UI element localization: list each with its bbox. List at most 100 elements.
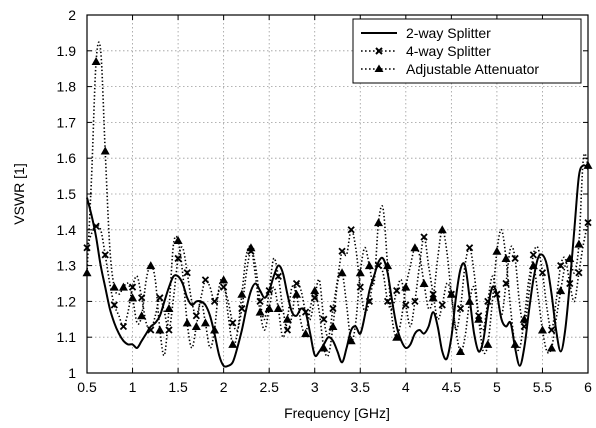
x-tick-label: 4.5 [442, 379, 462, 395]
y-tick-label: 1.7 [57, 114, 77, 130]
data-point-4-way-splitter [402, 301, 410, 309]
data-point-4-way-splitter [311, 294, 319, 302]
legend-label-2-way-splitter: 2-way Splitter [406, 25, 491, 41]
data-point-4-way-splitter [484, 297, 492, 306]
data-point-adjustable-attenuator [510, 339, 520, 348]
data-point-4-way-splitter [156, 294, 164, 302]
y-axis-title: VSWR [1] [11, 163, 27, 224]
y-tick-label: 2 [68, 7, 76, 23]
data-point-4-way-splitter [138, 294, 146, 302]
legend-marker-4-way-splitter [375, 47, 383, 55]
x-tick-label: 5 [493, 379, 501, 395]
data-point-4-way-splitter [274, 272, 282, 280]
x-tick-label: 4 [402, 379, 410, 395]
data-point-4-way-splitter [174, 254, 182, 263]
data-point-4-way-splitter [374, 261, 383, 270]
data-point-4-way-splitter [147, 326, 155, 334]
data-point-4-way-splitter [110, 301, 118, 309]
legend-label-adjustable-attenuator: Adjustable Attenuator [406, 61, 539, 77]
data-point-adjustable-attenuator [310, 286, 320, 295]
data-point-4-way-splitter [210, 297, 219, 306]
x-tick-label: 5.5 [533, 379, 553, 395]
series-line-adjustable-attenuator [86, 41, 589, 358]
y-tick-label: 1.5 [57, 186, 77, 202]
data-point-adjustable-attenuator [255, 307, 265, 316]
data-point-4-way-splitter [393, 287, 401, 295]
y-tick-label: 1.2 [57, 293, 77, 309]
data-point-adjustable-attenuator [146, 261, 156, 270]
data-point-adjustable-attenuator [465, 296, 475, 305]
data-point-adjustable-attenuator [328, 321, 338, 330]
axis-ticks: 0.5 1 1.5 2 2.5 3 3.5 4 4.5 5 5.5 611.11.21.31.41.5… [57, 7, 593, 395]
y-tick-label: 1.9 [57, 43, 77, 59]
data-point-adjustable-attenuator [483, 339, 493, 348]
data-point-adjustable-attenuator [528, 261, 538, 270]
data-point-4-way-splitter [557, 261, 565, 270]
data-point-adjustable-attenuator [246, 243, 256, 252]
data-point-4-way-splitter [338, 247, 346, 255]
data-point-adjustable-attenuator [137, 311, 147, 320]
x-tick-label: 3 [311, 379, 319, 395]
data-point-adjustable-attenuator [173, 236, 183, 245]
data-point-adjustable-attenuator [264, 304, 274, 313]
x-tick-label: 1 [129, 379, 137, 395]
data-point-adjustable-attenuator [446, 289, 456, 298]
series-line-4-way-splitter [86, 222, 589, 339]
data-point-4-way-splitter [520, 322, 528, 331]
data-point-adjustable-attenuator [228, 339, 238, 348]
data-point-adjustable-attenuator [492, 246, 502, 255]
data-point-4-way-splitter [465, 244, 474, 252]
data-point-4-way-splitter [283, 326, 292, 334]
data-point-4-way-splitter [165, 326, 173, 334]
series-markers [82, 57, 593, 356]
data-point-adjustable-attenuator [565, 253, 575, 262]
data-point-adjustable-attenuator [419, 279, 429, 287]
legend-entry-2-way-splitter: 2-way Splitter [361, 25, 491, 41]
data-point-adjustable-attenuator [410, 243, 420, 252]
data-point-4-way-splitter [101, 251, 109, 259]
data-point-adjustable-attenuator [301, 329, 311, 338]
legend-marker-adjustable-attenuator [374, 64, 384, 72]
data-point-adjustable-attenuator [373, 218, 383, 227]
data-point-4-way-splitter [511, 254, 519, 263]
data-point-adjustable-attenuator [437, 225, 447, 234]
data-point-4-way-splitter [238, 304, 246, 313]
data-point-4-way-splitter [92, 222, 100, 230]
data-point-4-way-splitter [438, 301, 446, 309]
data-point-adjustable-attenuator [537, 325, 547, 334]
data-point-adjustable-attenuator [200, 318, 210, 327]
data-point-adjustable-attenuator [364, 261, 374, 270]
data-point-4-way-splitter [128, 283, 137, 291]
data-point-4-way-splitter [547, 326, 556, 334]
data-point-adjustable-attenuator [547, 343, 557, 352]
data-point-4-way-splitter [301, 308, 310, 316]
data-point-adjustable-attenuator [346, 336, 356, 345]
data-point-adjustable-attenuator [191, 321, 201, 330]
data-point-adjustable-attenuator [428, 293, 438, 302]
data-point-4-way-splitter [356, 283, 364, 291]
data-point-adjustable-attenuator [455, 347, 465, 356]
data-point-4-way-splitter [529, 251, 537, 259]
data-point-4-way-splitter [265, 287, 273, 295]
data-point-4-way-splitter [365, 297, 374, 306]
data-point-4-way-splitter [183, 269, 191, 277]
data-point-4-way-splitter [292, 279, 301, 288]
x-tick-label: 1.5 [168, 379, 188, 395]
x-axis-title: Frequency [GHz] [284, 405, 390, 421]
data-point-adjustable-attenuator [118, 282, 128, 291]
y-tick-label: 1.6 [57, 150, 77, 166]
x-tick-label: 3.5 [351, 379, 371, 395]
legend: 2-way Splitter 4-way Splitter Adjustable… [352, 18, 582, 84]
data-point-adjustable-attenuator [282, 314, 292, 323]
data-point-adjustable-attenuator [219, 275, 229, 284]
y-tick-label: 1.8 [57, 79, 77, 95]
data-point-adjustable-attenuator [574, 239, 584, 248]
data-point-adjustable-attenuator [128, 293, 138, 302]
data-point-4-way-splitter [320, 315, 328, 323]
data-point-adjustable-attenuator [337, 268, 347, 277]
data-point-adjustable-attenuator [91, 57, 101, 66]
data-point-adjustable-attenuator [109, 282, 119, 291]
legend-label-4-way-splitter: 4-way Splitter [406, 43, 491, 59]
data-point-4-way-splitter [502, 279, 510, 288]
